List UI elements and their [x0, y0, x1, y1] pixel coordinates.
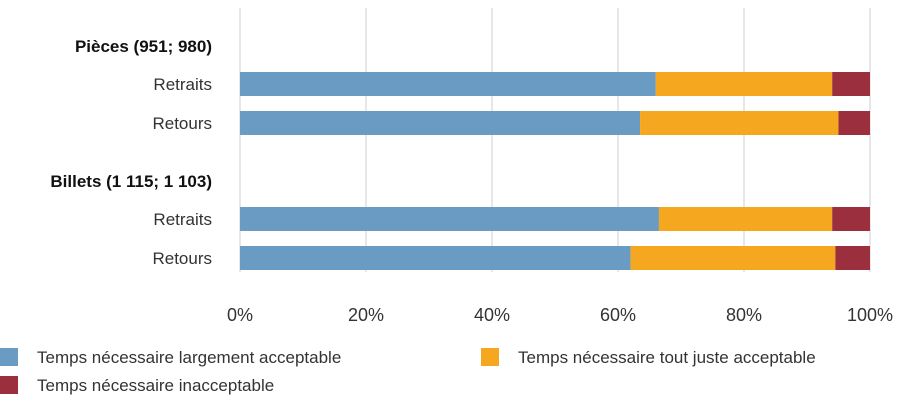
bar-segment: [240, 72, 656, 96]
bar-segment: [240, 207, 659, 231]
bar-segment: [832, 207, 870, 231]
x-tick-label: 20%: [348, 305, 384, 325]
legend-label: Temps nécessaire inacceptable: [37, 376, 274, 395]
x-tick-label: 0%: [227, 305, 253, 325]
bar-segment: [832, 72, 870, 96]
bar-segment: [640, 111, 839, 135]
bar-segment: [658, 207, 833, 231]
bar-segment: [655, 72, 833, 96]
category-label: Retraits: [153, 75, 212, 94]
x-tick-label: 100%: [847, 305, 893, 325]
legend-swatch: [481, 348, 499, 366]
legend-label: Temps nécessaire largement acceptable: [37, 348, 341, 367]
category-label: Retours: [152, 114, 212, 133]
x-tick-label: 80%: [726, 305, 762, 325]
bar-segment: [240, 246, 631, 270]
bar-segment: [835, 246, 870, 270]
legend-label: Temps nécessaire tout juste acceptable: [518, 348, 816, 367]
x-tick-label: 40%: [474, 305, 510, 325]
bar-segment: [630, 246, 836, 270]
category-label: Retraits: [153, 210, 212, 229]
category-label: Retours: [152, 249, 212, 268]
x-tick-label: 60%: [600, 305, 636, 325]
legend-swatch: [0, 348, 18, 366]
legend-swatch: [0, 376, 18, 394]
bar-segment: [240, 111, 641, 135]
group-label: Pièces (951; 980): [75, 37, 212, 56]
group-label: Billets (1 115; 1 103): [50, 172, 212, 191]
bar-segment: [838, 111, 870, 135]
